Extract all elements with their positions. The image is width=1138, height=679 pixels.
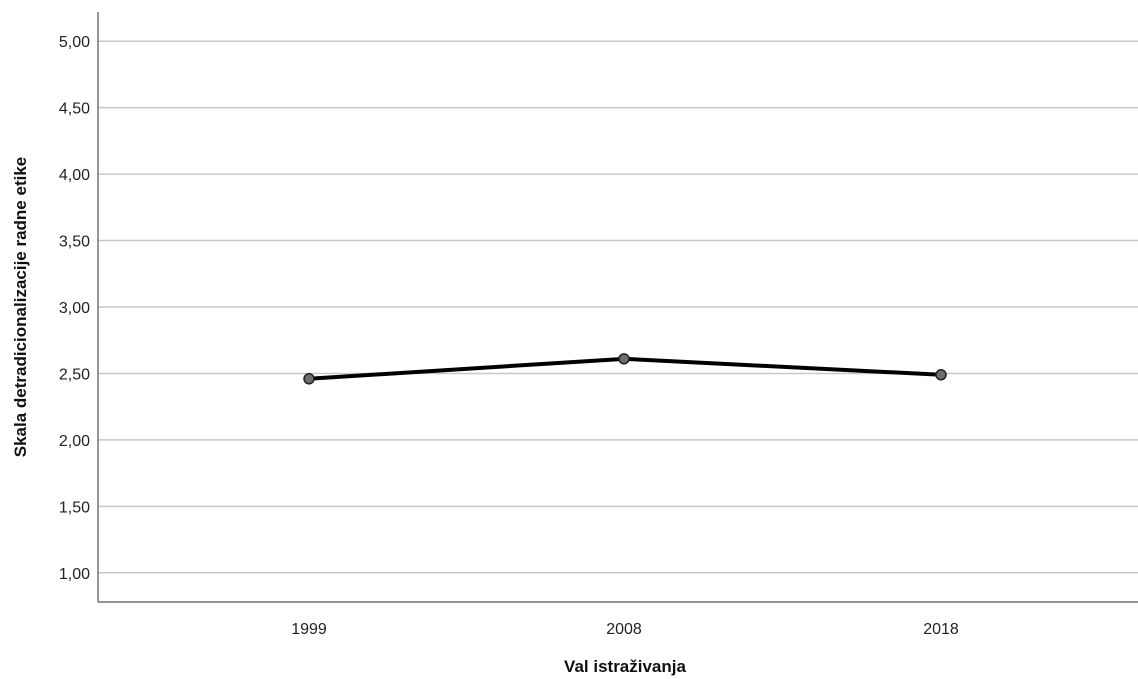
y-axis-title: Skala detradicionalizacije radne etike	[11, 157, 30, 457]
y-tick-labels: 1,00 1,50 2,00 2,50 3,00 3,50 4,00 4,50 5,00	[59, 34, 90, 583]
gridlines	[98, 40, 1138, 574]
x-tick-label: 2018	[923, 621, 959, 638]
y-tick-label: 3,00	[59, 300, 90, 317]
y-tick-label: 3,50	[59, 234, 90, 251]
y-tick-label: 4,50	[59, 101, 90, 118]
x-tick-labels: 1999 2008 2018	[291, 621, 959, 638]
y-tick-label: 1,50	[59, 499, 90, 516]
series	[303, 353, 947, 385]
y-tick-label: 1,00	[59, 566, 90, 583]
axes	[97, 12, 1138, 603]
y-tick-label: 2,00	[59, 433, 90, 450]
y-tick-label: 4,00	[59, 167, 90, 184]
x-tick-label: 1999	[291, 621, 327, 638]
data-point	[618, 353, 630, 365]
y-tick-label: 2,50	[59, 366, 90, 383]
x-axis-title: Val istraživanja	[564, 657, 686, 676]
data-point	[303, 373, 315, 385]
x-tick-label: 2008	[606, 621, 642, 638]
y-tick-label: 5,00	[59, 34, 90, 51]
data-point	[935, 369, 947, 381]
